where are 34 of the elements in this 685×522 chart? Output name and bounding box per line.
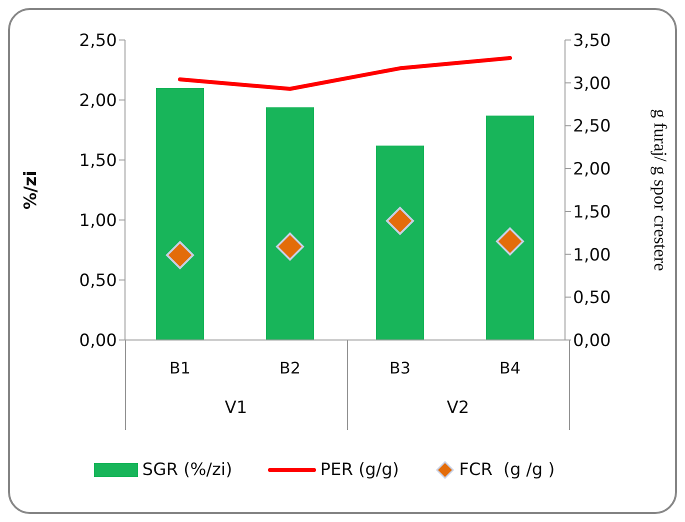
legend-label: PER (g/g)	[320, 460, 400, 480]
point	[166, 241, 194, 270]
point	[276, 232, 304, 261]
y2-tick-label: 2,50	[573, 116, 611, 137]
bar	[376, 146, 424, 340]
x-tick-label: B4	[499, 358, 521, 378]
y-axis-title: %/zi	[21, 170, 42, 210]
y-tick-label: 2,00	[79, 91, 117, 112]
y-tick-label: 2,50	[79, 31, 117, 52]
y2-tick-label: 2,00	[573, 160, 611, 180]
y2-axis-title: g furaj/ g spor crestere	[650, 109, 671, 271]
y2-tick-label: 0,50	[573, 288, 611, 308]
text: V2	[446, 398, 470, 418]
legend-label: FCR (g /g )	[459, 460, 555, 480]
y-tick-label: 0,00	[79, 331, 117, 352]
y2-tick-label: 3,00	[573, 74, 611, 94]
y2-tick-label: 3,50	[573, 31, 611, 52]
y2-tick-label: 1,00	[573, 245, 611, 266]
y2-tick-label: 1,50	[573, 202, 611, 222]
bar	[156, 88, 204, 340]
y2-tick-label: 0,00	[573, 331, 611, 352]
x-tick-label: B2	[279, 358, 301, 378]
x-tick-label: B3	[389, 358, 411, 378]
point	[386, 206, 414, 235]
text: V1	[224, 398, 248, 418]
line-series	[178, 56, 512, 91]
bar	[266, 107, 314, 340]
point	[496, 227, 524, 256]
y-tick-label: 0,50	[79, 271, 117, 292]
x-tick-label: B1	[169, 358, 191, 378]
bar	[486, 116, 534, 340]
y-tick-label: 1,50	[79, 151, 117, 172]
y-tick-label: 1,00	[79, 211, 117, 232]
legend-label: SGR (%/zi)	[142, 460, 232, 480]
